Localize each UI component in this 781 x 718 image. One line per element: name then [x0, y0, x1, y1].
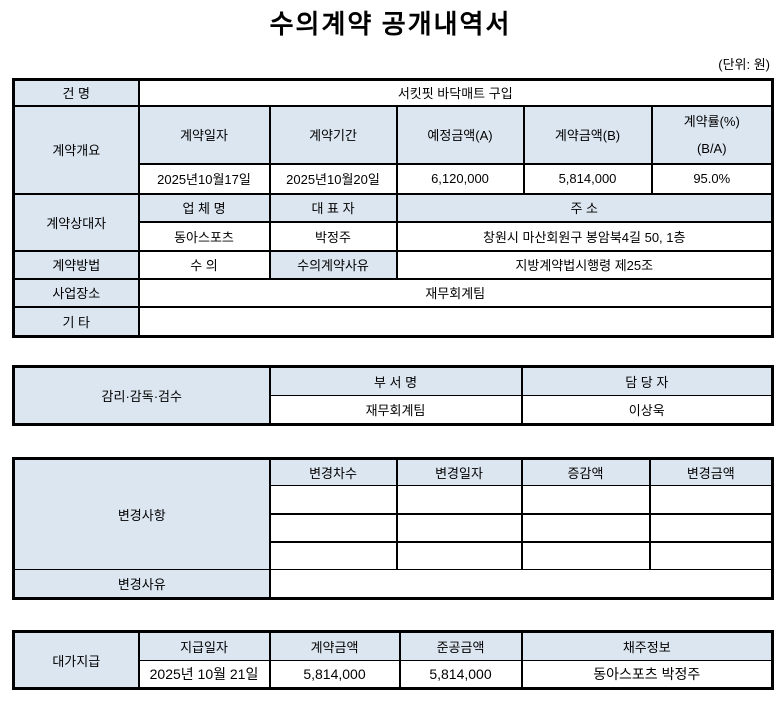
- negotiation-reason-value-cell: 지방계약법시행령 제25조: [395, 249, 774, 280]
- page-title: 수의계약 공개내역서: [269, 10, 512, 39]
- contract-period-value-cell: 2025년10월20일: [268, 162, 398, 195]
- contract-date-header-cell: 계약일자: [137, 104, 271, 165]
- change-reason-value-cell: [268, 569, 774, 599]
- change-round-header-cell: 변경차수: [268, 458, 398, 486]
- change-row2-delta-cell: [520, 512, 651, 542]
- business-site-value-cell: 재무회계팀: [137, 277, 774, 308]
- ceo-header-cell: 대 표 자: [268, 192, 398, 223]
- etc-label-cell: 기 타: [12, 305, 140, 338]
- contract-rate-percent-line: 계약률(%): [683, 113, 740, 129]
- unit-note: (단위: 원): [718, 57, 770, 72]
- address-value-cell: 창원시 마산회원구 봉암북4길 50, 1층: [395, 220, 774, 252]
- change-row1-round-cell: [268, 485, 398, 514]
- contract-rate-value-cell: 95.0%: [650, 162, 774, 195]
- negotiation-reason-label-cell: 수의계약사유: [268, 249, 398, 280]
- payment-table: 대가지급 지급일자 계약금액 준공금액 채주정보 2025년 10월 21일 5…: [12, 630, 774, 690]
- creditor-value-cell: 동아스포츠 박정주: [520, 660, 774, 689]
- change-row2-amount-cell: [648, 512, 774, 542]
- payment-contract-amount-value-cell: 5,814,000: [268, 660, 401, 689]
- person-value-cell: 이상욱: [520, 395, 774, 425]
- change-row3-delta-cell: [520, 540, 651, 570]
- business-site-label-cell: 사업장소: [12, 277, 140, 308]
- contract-method-value-cell: 수 의: [137, 249, 271, 280]
- contract-amount-header-cell: 계약금액(B): [522, 104, 653, 165]
- contract-party-label-cell: 계약상대자: [12, 192, 140, 252]
- completion-amount-header-cell: 준공금액: [398, 631, 523, 661]
- change-delta-header-cell: 증감액: [520, 458, 651, 486]
- change-row2-date-cell: [395, 512, 523, 542]
- contract-overview-label-cell: 계약개요: [12, 104, 140, 195]
- contract-amount-value-cell: 5,814,000: [522, 162, 653, 195]
- change-row3-amount-cell: [648, 540, 774, 570]
- change-row1-date-cell: [395, 485, 523, 514]
- completion-amount-value-cell: 5,814,000: [398, 660, 523, 689]
- contract-rate-header-cell: 계약률(%) (B/A): [650, 104, 774, 165]
- payment-date-value-cell: 2025년 10월 21일: [137, 660, 271, 689]
- change-row1-delta-cell: [520, 485, 651, 514]
- change-row1-amount-cell: [648, 485, 774, 514]
- etc-value-cell: [137, 305, 774, 338]
- company-name-value-cell: 동아스포츠: [137, 220, 271, 252]
- ceo-value-cell: 박정주: [268, 220, 398, 252]
- person-header-cell: 담 당 자: [520, 366, 774, 396]
- payment-contract-amount-header-cell: 계약금액: [268, 631, 401, 661]
- department-header-cell: 부 서 명: [268, 366, 523, 396]
- department-value-cell: 재무회계팀: [268, 395, 523, 425]
- planned-amount-header-cell: 예정금액(A): [395, 104, 525, 165]
- payment-label-cell: 대가지급: [12, 631, 140, 689]
- creditor-header-cell: 채주정보: [520, 631, 774, 661]
- planned-amount-value-cell: 6,120,000: [395, 162, 525, 195]
- change-table: 변경사항 변경차수 변경일자 증감액 변경금액 변경사유: [12, 457, 774, 600]
- change-row2-round-cell: [268, 512, 398, 542]
- contract-summary-table: 건 명 서킷핏 바닥매트 구입 계약개요 계약일자 계약기간 예정금액(A) 계…: [12, 78, 774, 338]
- contract-method-label-cell: 계약방법: [12, 249, 140, 280]
- case-name-label-cell: 건 명: [12, 78, 140, 107]
- change-amount-header-cell: 변경금액: [648, 458, 774, 486]
- change-date-header-cell: 변경일자: [395, 458, 523, 486]
- change-reason-label-cell: 변경사유: [12, 569, 271, 599]
- case-name-value-cell: 서킷핏 바닥매트 구입: [137, 78, 774, 107]
- inspection-label-cell: 감리·감독·검수: [12, 366, 271, 425]
- change-row3-date-cell: [395, 540, 523, 570]
- contract-rate-ratio-line: (B/A): [696, 140, 727, 156]
- contract-date-value-cell: 2025년10월17일: [137, 162, 271, 195]
- company-name-header-cell: 업 체 명: [137, 192, 271, 223]
- address-header-cell: 주 소: [395, 192, 774, 223]
- contract-period-header-cell: 계약기간: [268, 104, 398, 165]
- inspection-table: 감리·감독·검수 부 서 명 담 당 자 재무회계팀 이상욱: [12, 365, 774, 426]
- change-label-cell: 변경사항: [12, 458, 271, 570]
- payment-date-header-cell: 지급일자: [137, 631, 271, 661]
- change-row3-round-cell: [268, 540, 398, 570]
